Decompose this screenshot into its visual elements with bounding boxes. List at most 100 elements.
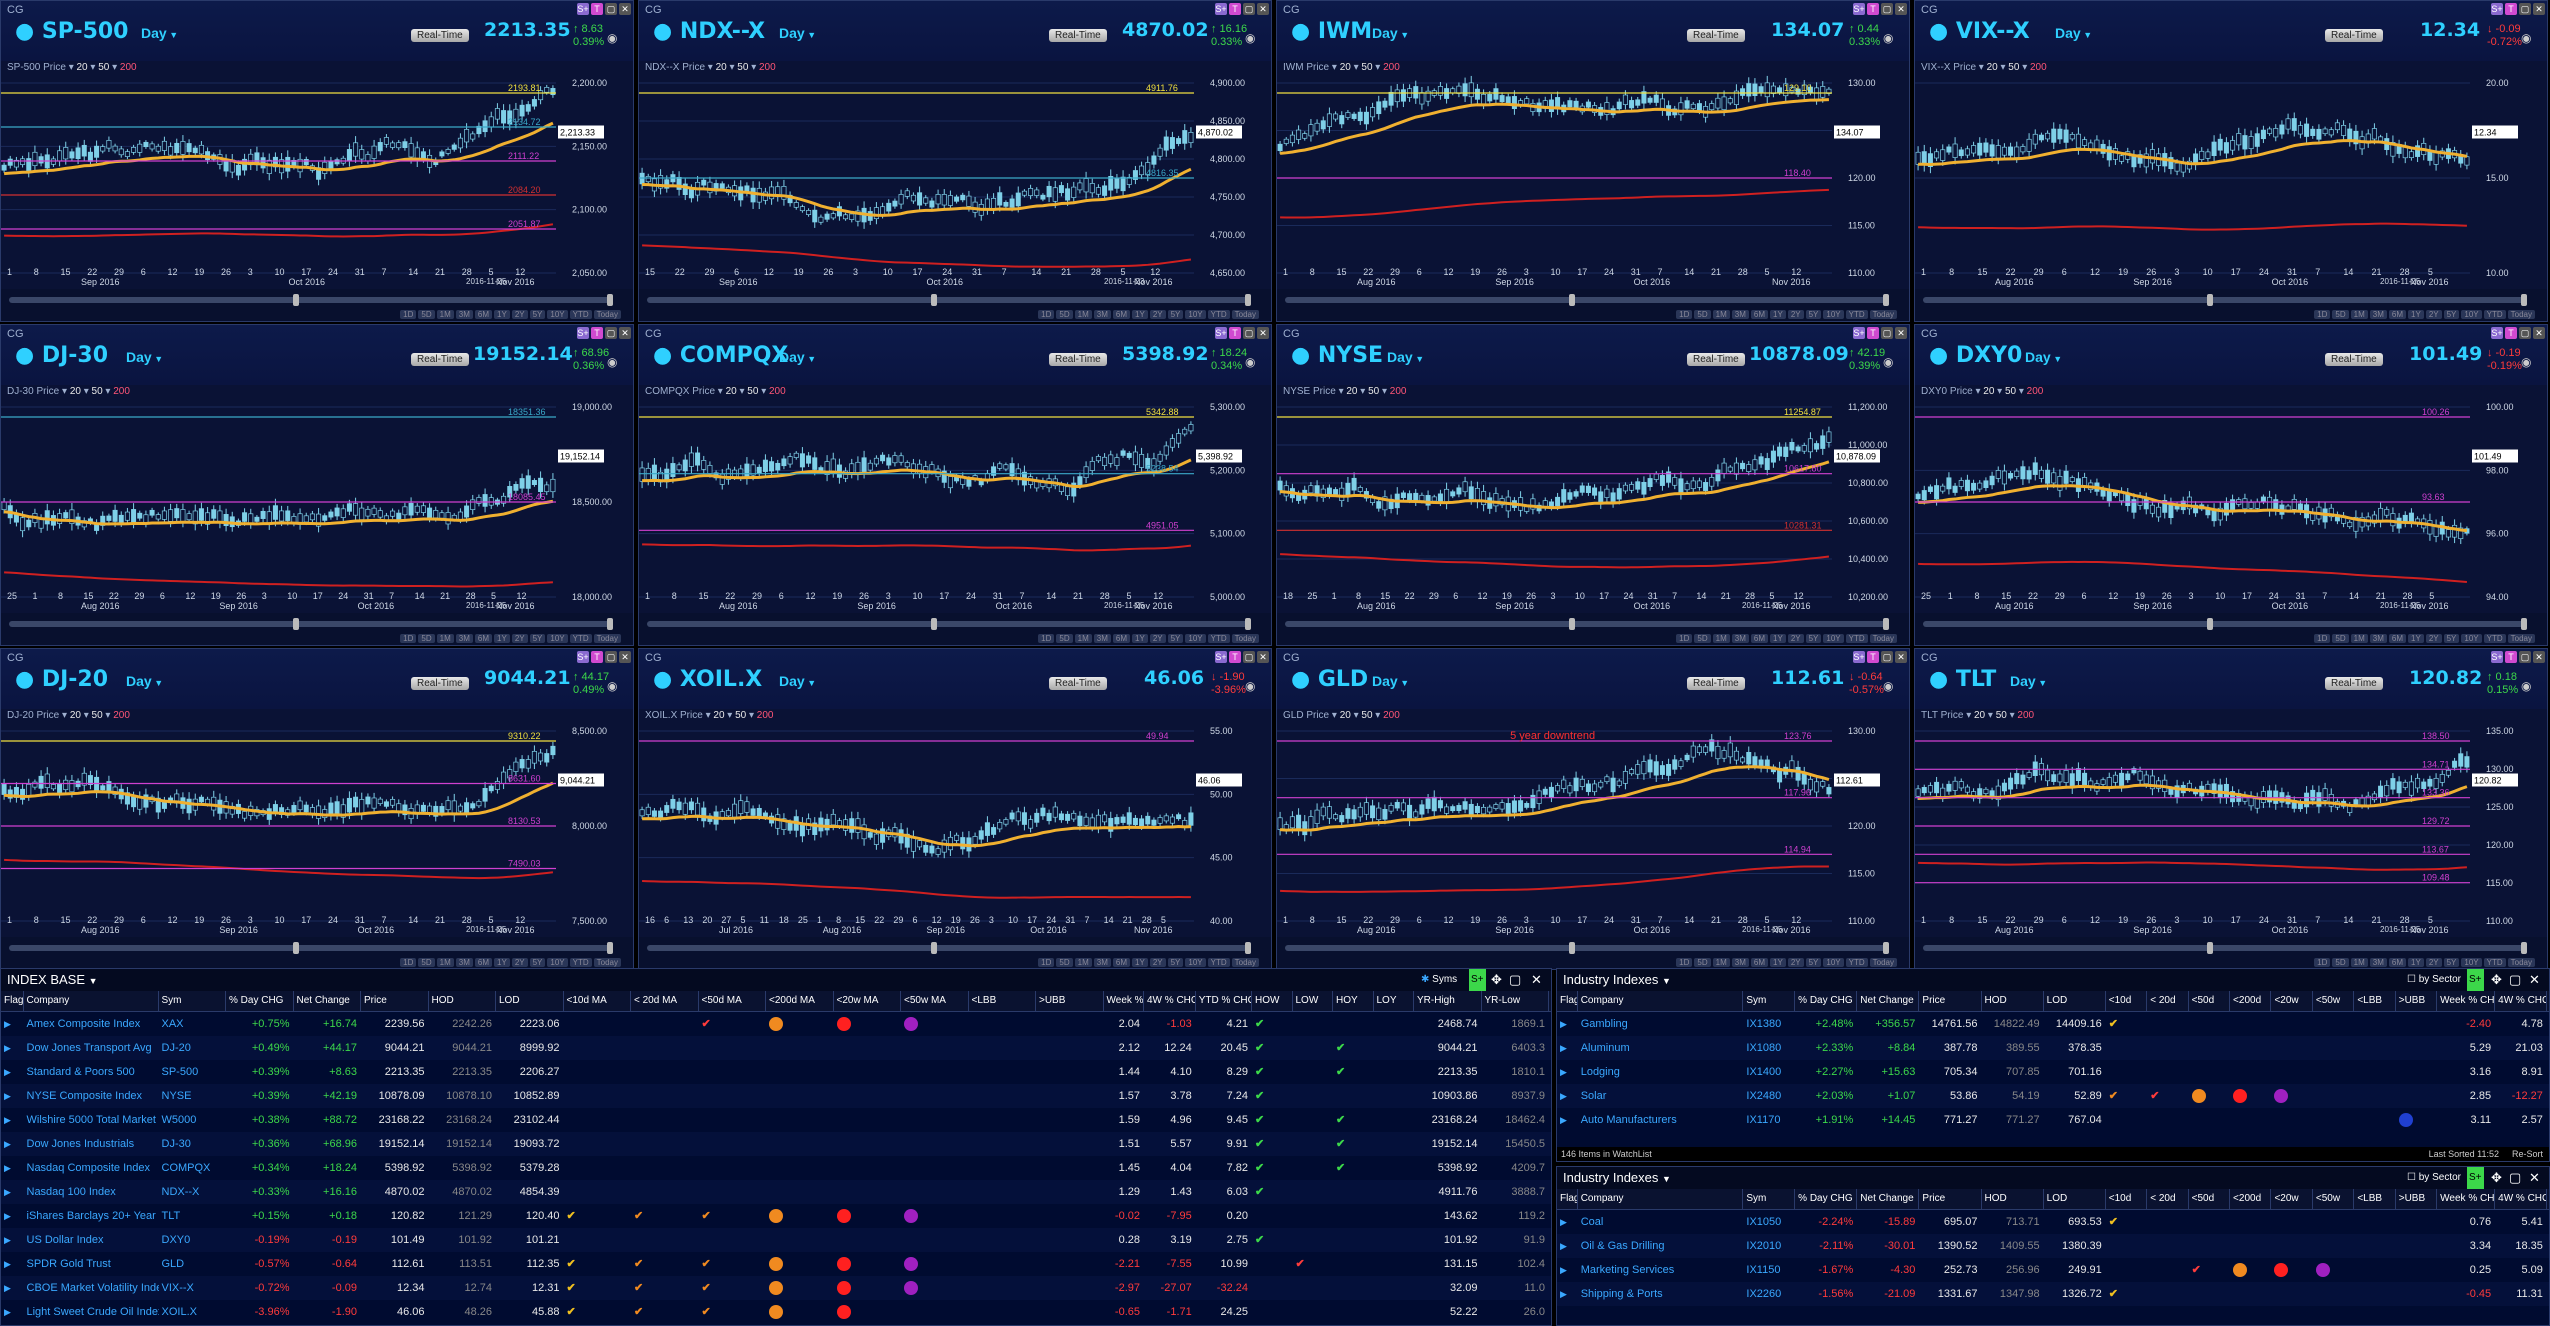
timeframe-button[interactable]: 5D [1694, 634, 1711, 643]
table-row[interactable]: ▶ Oil & Gas Drilling IX2010 -2.11% -30.01 139… [1557, 1234, 2549, 1258]
globe-icon[interactable]: ◉ [1883, 679, 1894, 693]
close-icon[interactable]: ✕ [1257, 327, 1269, 339]
scroll-handle-left[interactable] [1568, 618, 1575, 630]
column-header[interactable]: Sym [1743, 1189, 1796, 1209]
column-header[interactable]: <50d [2189, 1189, 2231, 1209]
column-header[interactable]: <50d [2189, 991, 2231, 1011]
column-header[interactable]: Price [1919, 1189, 1982, 1209]
timeframe-button[interactable]: 6M [2388, 634, 2407, 643]
column-header[interactable]: Sym [159, 991, 226, 1011]
column-header[interactable]: <50w [2313, 1189, 2355, 1209]
column-header[interactable]: YTD % CHG [1196, 991, 1252, 1011]
timeframe-button[interactable]: YTD [2483, 310, 2506, 319]
add-icon[interactable]: S+ [2467, 1167, 2484, 1189]
symbol-label[interactable]: ● NDX--X [653, 19, 766, 44]
close-icon[interactable]: ✕ [1895, 327, 1907, 339]
period-dropdown[interactable]: Day ▼ [2010, 673, 2047, 689]
timeframe-button[interactable]: Today [593, 958, 621, 967]
timeframe-button[interactable]: 1Y [2408, 310, 2424, 319]
column-header[interactable]: < 20d [2147, 1189, 2189, 1209]
close-icon[interactable]: ✕ [2529, 972, 2540, 987]
chart-panel-iwm[interactable]: CG ● IWM Day ▼ Real-Time 134.07 ↑ 0.44 0.33% S+… [1276, 0, 1910, 322]
minimize-icon[interactable]: ▢ [2509, 972, 2522, 987]
timeframe-button[interactable]: 1D [400, 310, 417, 319]
period-dropdown[interactable]: Day ▼ [2025, 349, 2062, 365]
column-header[interactable]: < 20d MA [631, 991, 699, 1011]
column-header[interactable]: Net Change [1857, 991, 1920, 1011]
table-row[interactable]: ▶ CBOE Market Volatility Index VIX--X -0.72… [1, 1276, 1551, 1300]
resort-button[interactable]: Re-Sort [2511, 1149, 2543, 1159]
price-plot[interactable]: 11,200.0011,000.0010,800.0010,600.0010,4… [1277, 397, 1910, 615]
timeframe-button[interactable]: 1M [436, 634, 454, 643]
column-header[interactable]: >UBB [2396, 991, 2438, 1011]
scroll-handle-left[interactable] [1568, 942, 1575, 954]
scroll-handle-left[interactable] [930, 294, 937, 306]
index-base-title[interactable]: INDEX BASE [7, 972, 86, 987]
template-icon[interactable]: T [591, 327, 603, 339]
globe-icon[interactable]: ◉ [2521, 355, 2532, 369]
column-header[interactable]: Company [1578, 991, 1744, 1011]
timeframe-button[interactable]: 5D [2332, 310, 2349, 319]
timeframe-button[interactable]: Today [2507, 634, 2535, 643]
symbol-label[interactable]: ● GLD [1291, 667, 1369, 692]
chart-legend[interactable]: SP-500 Price ▾ 20 ▾ 50 ▾ 200 [7, 62, 137, 73]
globe-icon[interactable]: ◉ [2521, 679, 2532, 693]
period-dropdown[interactable]: Day ▼ [126, 349, 163, 365]
period-dropdown[interactable]: Day ▼ [1372, 673, 1409, 689]
column-header[interactable]: <10d [2106, 1189, 2148, 1209]
timeframe-button[interactable]: 5D [1056, 958, 1073, 967]
timeframe-button[interactable]: 1Y [494, 958, 510, 967]
timeframe-button[interactable]: YTD [2483, 634, 2506, 643]
scroll-handle-left[interactable] [2206, 618, 2213, 630]
timeframe-button[interactable]: 6M [474, 634, 493, 643]
column-header[interactable]: 4W % CHG [2495, 991, 2547, 1011]
globe-icon[interactable]: ◉ [607, 31, 618, 45]
timeframe-button[interactable]: 5D [418, 634, 435, 643]
timeframe-button[interactable]: 5Y [2443, 958, 2460, 967]
timeframe-button[interactable]: Today [1869, 310, 1897, 319]
column-header[interactable]: % Day CHG [1795, 991, 1858, 1011]
scroll-handle-right[interactable] [1245, 942, 1251, 954]
column-header[interactable]: Net Change [1857, 1189, 1920, 1209]
chart-panel-tlt[interactable]: CG ● TLT Day ▼ Real-Time 120.82 ↑ 0.18 0.15% S+… [1914, 648, 2548, 970]
timeframe-button[interactable]: 2Y [511, 310, 528, 319]
symbol-label[interactable]: ● SP-500 [15, 19, 129, 44]
symbol-label[interactable]: ● TLT [1929, 667, 1997, 692]
column-header[interactable]: <200d MA [766, 991, 834, 1011]
close-icon[interactable]: ✕ [1531, 972, 1542, 987]
chart-legend[interactable]: VIX--X Price ▾ 20 ▾ 50 ▾ 200 [1921, 62, 2047, 73]
price-plot[interactable]: 2,200.002,150.002,100.002,050.002193.812… [1, 73, 634, 291]
chart-panel-sp500[interactable]: CG ● SP-500 Day ▼ Real-Time 2213.35 ↑ 8.63 0.3… [0, 0, 634, 322]
timeframe-button[interactable]: 6M [1112, 958, 1131, 967]
table-row[interactable]: ▶ Aluminum IX1080 +2.33% +8.84 387.78 389.55 37… [1557, 1036, 2549, 1060]
timeframe-button[interactable]: 10Y [547, 958, 568, 967]
pin-icon[interactable]: ✥ [2491, 972, 2502, 987]
close-icon[interactable]: ✕ [2533, 327, 2545, 339]
timeframe-button[interactable]: 3M [1093, 958, 1111, 967]
column-header[interactable]: Flag [1, 991, 24, 1011]
template-icon[interactable]: T [1867, 3, 1879, 15]
timeframe-button[interactable]: 5Y [1805, 958, 1822, 967]
scroll-handle-left[interactable] [292, 294, 299, 306]
timeframe-button[interactable]: 1M [1712, 958, 1730, 967]
by-sector-checkbox[interactable]: ☐ by Sector [2407, 1172, 2461, 1183]
timeframe-button[interactable]: Today [593, 634, 621, 643]
price-plot[interactable]: 130.00125.00120.00115.00110.00129.10118.… [1277, 73, 1910, 291]
sync-icon[interactable]: S+ [1853, 327, 1865, 339]
table-row[interactable]: ▶ Nasdaq Composite Index COMPQX +0.34% +18.2… [1, 1156, 1551, 1180]
column-header[interactable]: LOY [1374, 991, 1414, 1011]
timeframe-button[interactable]: YTD [1207, 310, 1230, 319]
maximize-icon[interactable]: ▢ [2519, 327, 2531, 339]
table-row[interactable]: ▶ Auto Manufacturers IX1170 +1.91% +14.45 771… [1557, 1108, 2549, 1132]
chart-scrollbar[interactable] [1923, 294, 2527, 306]
timeframe-button[interactable]: 2Y [1149, 310, 1166, 319]
globe-icon[interactable]: ◉ [607, 355, 618, 369]
timeframe-button[interactable]: Today [2507, 958, 2535, 967]
timeframe-button[interactable]: 10Y [2461, 958, 2482, 967]
chart-legend[interactable]: XOIL.X Price ▾ 20 ▾ 50 ▾ 200 [645, 710, 773, 721]
industry-bottom-title[interactable]: Industry Indexes [1563, 1170, 1659, 1185]
table-row[interactable]: ▶ Nasdaq 100 Index NDX--X +0.33% +16.16 4870.… [1, 1180, 1551, 1204]
timeframe-button[interactable]: YTD [1207, 634, 1230, 643]
table-row[interactable]: ▶ Standard & Poors 500 SP-500 +0.39% +8.63 22… [1, 1060, 1551, 1084]
maximize-icon[interactable]: ▢ [1243, 3, 1255, 15]
